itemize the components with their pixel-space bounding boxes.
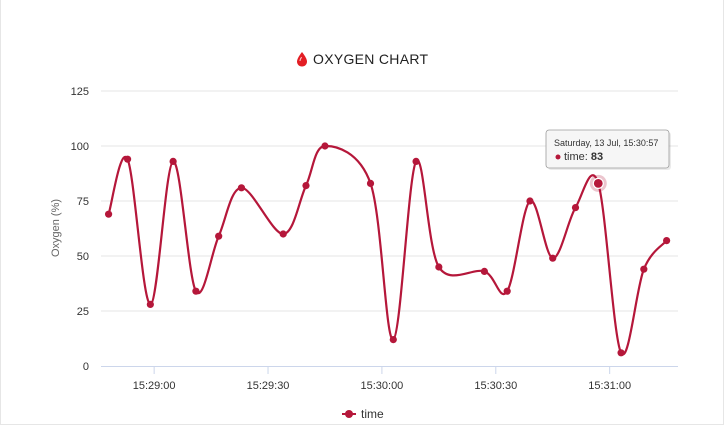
tooltip-date: Saturday, 13 Jul, 15:30:57 (554, 138, 658, 148)
x-tick-label: 15:30:00 (360, 380, 403, 392)
tooltip-series-colon: : (585, 151, 591, 163)
data-point[interactable] (302, 182, 310, 190)
data-point[interactable] (123, 155, 132, 163)
data-point[interactable] (663, 237, 671, 245)
y-tick-label: 100 (71, 141, 89, 153)
legend-label[interactable]: time (361, 407, 384, 421)
blood-drop-icon (297, 52, 307, 67)
data-point[interactable] (503, 287, 511, 295)
data-point[interactable] (549, 254, 557, 262)
data-point[interactable] (192, 287, 200, 295)
data-point[interactable] (279, 230, 287, 238)
data-point[interactable] (237, 184, 246, 192)
tooltip-series-row: time: 83 (564, 151, 603, 163)
tooltip-value: 83 (591, 151, 603, 163)
legend[interactable]: time (342, 407, 384, 421)
data-point[interactable] (526, 197, 534, 205)
data-point[interactable] (640, 265, 648, 273)
data-point[interactable] (435, 263, 443, 271)
data-point[interactable] (617, 349, 625, 357)
x-tick-label: 15:31:00 (588, 380, 631, 392)
y-tick-label: 0 (83, 361, 89, 373)
x-tick-label: 15:30:30 (474, 380, 517, 392)
y-tick-label: 125 (71, 86, 89, 98)
tooltip-series-dot (555, 154, 561, 160)
data-point[interactable] (480, 267, 489, 275)
x-tick-label: 15:29:30 (247, 380, 290, 392)
tooltip: Saturday, 13 Jul, 15:30:57 time: 83 (545, 129, 671, 170)
data-point[interactable] (366, 179, 375, 187)
y-tick-label: 75 (77, 196, 89, 208)
legend-symbol-dot (345, 410, 353, 418)
tooltip-box (545, 129, 670, 169)
series-points[interactable] (104, 142, 671, 357)
gridlines (101, 90, 678, 312)
data-point-hovered[interactable] (592, 177, 604, 189)
data-point[interactable] (571, 204, 580, 212)
data-point[interactable] (412, 157, 420, 165)
data-point[interactable] (389, 336, 397, 344)
data-point[interactable] (104, 210, 113, 218)
tooltip-series-name: time (564, 151, 585, 163)
x-tick-label: 15:29:00 (133, 380, 176, 392)
y-axis-ticks: 0 25 50 75 100 125 (71, 86, 89, 373)
data-point[interactable] (321, 142, 329, 150)
x-axis-ticks: 15:29:00 15:29:30 15:30:00 15:30:30 15:31:00 (133, 366, 631, 392)
data-point[interactable] (146, 300, 154, 308)
data-point[interactable] (215, 232, 223, 240)
blood-drop-highlight (299, 56, 303, 62)
y-axis-title: Oxygen (%) (50, 199, 62, 257)
chart-title: OXYGEN CHART (297, 51, 429, 67)
y-tick-label: 25 (77, 306, 89, 318)
series-line (107, 144, 668, 356)
y-tick-label: 50 (77, 251, 89, 263)
chart-title-text: OXYGEN CHART (313, 51, 429, 67)
data-point[interactable] (169, 157, 177, 165)
